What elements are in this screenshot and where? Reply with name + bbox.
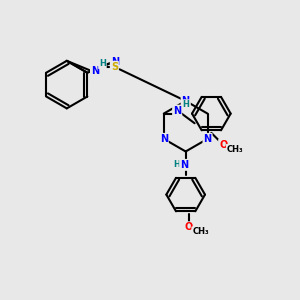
Text: CH₃: CH₃ xyxy=(192,227,209,236)
Text: O: O xyxy=(219,140,227,150)
Text: H: H xyxy=(183,100,190,109)
Text: N: N xyxy=(203,134,211,144)
Text: H: H xyxy=(99,59,106,68)
Text: O: O xyxy=(184,222,193,232)
Text: S: S xyxy=(111,62,118,72)
Text: N: N xyxy=(173,106,181,116)
Text: H: H xyxy=(173,160,180,169)
Text: N: N xyxy=(91,66,99,76)
Text: N: N xyxy=(160,134,168,144)
Text: N: N xyxy=(112,57,120,67)
Text: N: N xyxy=(180,160,188,170)
Text: CH₃: CH₃ xyxy=(227,145,243,154)
Text: N: N xyxy=(182,96,190,106)
